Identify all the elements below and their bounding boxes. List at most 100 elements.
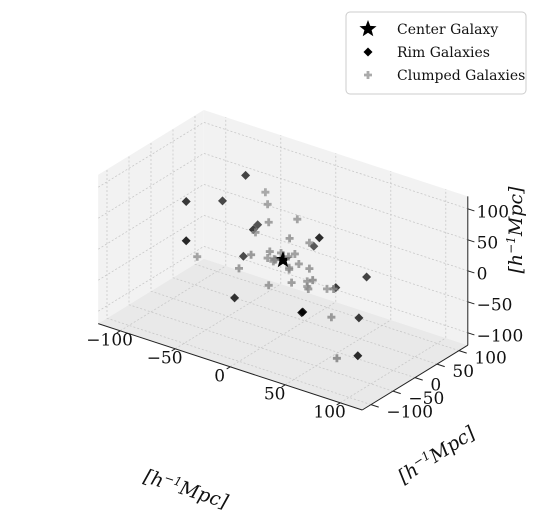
z-tick (467, 239, 475, 243)
y-tick (458, 350, 467, 354)
legend-marker-center (359, 20, 377, 37)
y-tick (392, 390, 401, 395)
x-tick (336, 402, 341, 406)
grid-line-x (284, 171, 392, 386)
legend-marker-rim (363, 47, 373, 57)
y-tick (370, 404, 379, 408)
x-tick-label: −100 (86, 330, 133, 350)
clumped-galaxy-point (263, 254, 272, 263)
clumped-galaxy-point (264, 281, 273, 290)
y-tick (436, 363, 445, 368)
z-tick-label: −100 (477, 327, 524, 347)
legend-box (345, 11, 527, 95)
axes-grid (97, 115, 468, 405)
rim-galaxy-point (181, 196, 191, 206)
data-points (181, 170, 372, 363)
grid-line-x (119, 117, 227, 332)
clumped-galaxy-point (193, 252, 202, 261)
clumped-galaxy-point (308, 276, 317, 285)
y-tick-label: 50 (452, 362, 474, 382)
rim-galaxy-point (241, 170, 251, 180)
legend-marker-clumped (364, 71, 372, 79)
clumped-galaxy-point (247, 250, 256, 259)
grid-line-x (229, 153, 337, 368)
clumped-galaxy-point (285, 265, 294, 274)
y-axis-label: [h−1Mpc] (394, 421, 480, 488)
grid-line-y (172, 128, 438, 365)
x-tick-label: 50 (264, 384, 286, 404)
clumped-galaxy-point (264, 218, 273, 227)
z-tick-label: 100 (477, 203, 509, 223)
y-tick-label: 0 (430, 376, 441, 396)
grid-line-z (97, 152, 468, 241)
grid-line-y (128, 155, 394, 392)
grid-line-y (194, 115, 460, 351)
clumped-galaxy-point (263, 200, 272, 209)
clumped-galaxy-point (305, 238, 314, 247)
x-tick-label: −50 (147, 348, 183, 368)
grid-line-x (174, 135, 282, 350)
grid-line-z (97, 183, 468, 272)
clumped-galaxy-point (235, 264, 244, 273)
legend: Center Galaxy Rim Galaxies Clumped Galaxie… (345, 11, 527, 95)
z-axis-label: [h−1Mpc] (504, 186, 527, 274)
axes-lines (98, 196, 475, 411)
legend-label: Center Galaxy (397, 22, 498, 38)
grid-line-z (97, 245, 468, 334)
rim-galaxy-point (314, 233, 324, 243)
rim-galaxy-point (353, 351, 363, 361)
z-tick (467, 332, 475, 336)
clumped-galaxy-point (327, 313, 336, 322)
z-tick-label: 0 (477, 265, 488, 285)
rim-galaxy-point (298, 307, 308, 317)
y-tick-label: −50 (408, 389, 444, 409)
clumped-galaxy-point (290, 249, 299, 258)
grid-line-x (339, 189, 447, 404)
clumped-galaxy-point (304, 284, 313, 293)
x-tick (226, 366, 231, 370)
rim-galaxy-point (230, 293, 240, 303)
clumped-galaxy-point (323, 284, 331, 293)
clumped-galaxy-point (271, 255, 280, 264)
rim-galaxy-point (253, 220, 263, 230)
rim-galaxy-point (362, 272, 372, 282)
clumped-galaxy-point (332, 354, 341, 363)
z-tick (467, 301, 475, 305)
rim-galaxy-point (218, 196, 227, 206)
clumped-galaxy-point (284, 252, 293, 261)
clumped-galaxy-point (261, 188, 270, 197)
clumped-galaxy-point (294, 259, 303, 268)
legend-label: Rim Galaxies (397, 45, 490, 61)
rim-galaxy-point (238, 251, 248, 261)
rim-galaxy-point (354, 313, 364, 323)
x-tick-label: 100 (313, 402, 345, 422)
rim-galaxy-point (181, 236, 191, 246)
grid-line-z (97, 121, 468, 210)
y-tick-label: 100 (474, 349, 506, 369)
y-tick-label: −100 (386, 403, 433, 423)
x-tick (116, 330, 121, 334)
z-tick (467, 270, 475, 274)
x-tick-label: 0 (214, 366, 225, 386)
clumped-galaxy-point (293, 215, 302, 224)
pane-back (203, 110, 468, 346)
clumped-galaxy-point (285, 234, 294, 243)
clumped-galaxy-point (305, 264, 314, 273)
z-tick-label: 50 (477, 234, 499, 254)
x-axis-line (98, 323, 363, 411)
clumped-galaxy-point (329, 285, 338, 293)
clumped-galaxy-point (277, 248, 286, 257)
legend-label: Clumped Galaxies (397, 68, 525, 84)
x-tick (171, 348, 176, 352)
x-tick (281, 384, 286, 388)
grid-line-y (150, 142, 416, 378)
y-tick (414, 377, 423, 381)
z-tick-label: −50 (477, 296, 513, 316)
clumped-galaxy-point (251, 228, 260, 237)
grid-line-y (106, 169, 372, 405)
clumped-galaxy-point (287, 278, 296, 287)
z-tick (467, 208, 475, 212)
x-axis-label: [h−1Mpc] (141, 464, 231, 513)
